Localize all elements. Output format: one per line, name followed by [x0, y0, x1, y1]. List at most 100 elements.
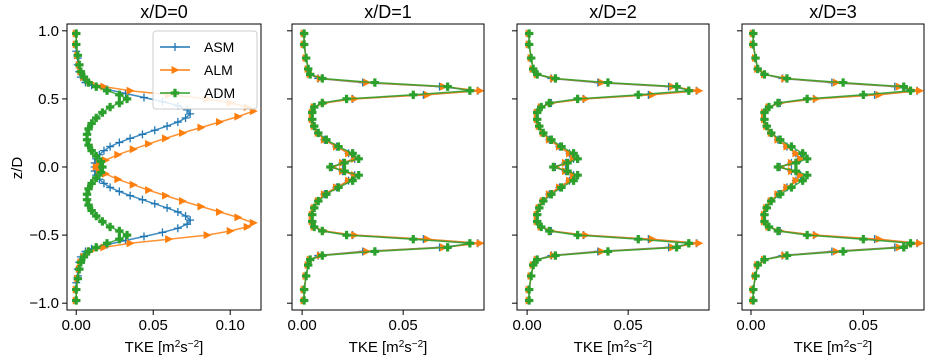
data-point-adm [906, 86, 915, 95]
data-point-adm [634, 234, 643, 244]
data-point-adm [465, 239, 475, 248]
data-point-adm [782, 251, 792, 260]
data-point-adm [314, 196, 323, 206]
data-point-adm [305, 255, 315, 264]
data-point-adm [684, 239, 693, 248]
data-point-adm [760, 115, 769, 124]
plot-frame [291, 23, 485, 311]
data-point-adm [551, 251, 560, 260]
x-tick-label: 0.05 [139, 317, 168, 334]
y-tick-label: −1.0 [29, 295, 59, 312]
data-point-alm [875, 90, 884, 99]
data-point-adm [348, 149, 357, 158]
legend-marker-adm [170, 88, 180, 98]
data-point-adm [672, 82, 681, 91]
data-point-adm [524, 296, 534, 305]
data-point-asm [99, 179, 108, 188]
data-point-alm [126, 86, 135, 95]
data-point-asm [139, 232, 148, 241]
data-point-alm [145, 139, 154, 148]
data-point-adm [751, 271, 760, 281]
data-point-alm [476, 86, 485, 95]
legend-label-asm: ASM [204, 39, 234, 55]
data-point-alm [648, 235, 657, 244]
data-point-asm [186, 216, 195, 225]
data-point-adm [314, 128, 323, 138]
data-point-adm [535, 203, 544, 213]
data-point-adm [115, 98, 124, 108]
data-point-asm [163, 203, 172, 212]
x-tick-label: 0.00 [513, 317, 542, 334]
panel-3: x/D=2 0.00 0.05 TKE [m2s−2] [512, 2, 710, 357]
data-point-adm [98, 162, 107, 172]
data-point-adm [557, 183, 566, 192]
data-point-adm [549, 162, 558, 172]
data-point-adm [569, 176, 578, 185]
data-point-alm [126, 239, 135, 248]
data-point-adm [838, 247, 848, 256]
data-point-adm [760, 210, 769, 219]
data-point-adm [92, 173, 101, 183]
data-point-adm [322, 190, 331, 199]
data-point-adm [303, 64, 313, 74]
y-tick-label: −0.5 [29, 227, 59, 244]
data-point-adm [775, 135, 785, 144]
data-point-adm [802, 230, 812, 240]
y-tick-label: 1.0 [38, 23, 59, 40]
data-point-adm [87, 206, 96, 215]
data-point-adm [603, 247, 613, 256]
data-point-adm [791, 166, 801, 176]
data-point-adm [115, 90, 124, 100]
data-point-adm [573, 94, 582, 104]
data-point-adm [535, 121, 544, 131]
data-point-asm [181, 212, 190, 221]
legend-marker-asm [171, 43, 179, 51]
data-point-asm [183, 220, 192, 229]
data-point-adm [322, 135, 331, 144]
data-point-adm [342, 94, 351, 104]
panel-title: x/D=3 [809, 2, 857, 22]
data-point-adm [84, 78, 93, 87]
plot-frame [741, 23, 925, 311]
data-point-adm [334, 142, 343, 151]
data-point-adm [305, 70, 315, 79]
data-point-adm [92, 151, 101, 161]
data-point-asm [173, 207, 182, 216]
data-point-adm [782, 74, 792, 83]
data-point-adm [798, 149, 807, 158]
x-axis-label: TKE [m2s−2] [349, 339, 428, 357]
data-point-adm [533, 255, 542, 264]
data-point-alm [234, 112, 243, 121]
x-tick-label: 0.05 [614, 317, 643, 334]
data-point-asm [106, 142, 115, 151]
data-point-adm [334, 183, 343, 192]
x-axis-label: TKE [m2s−2] [574, 339, 653, 357]
x-tick-label: 0.00 [736, 317, 765, 334]
data-point-adm [573, 230, 582, 240]
data-point-alm [249, 218, 258, 227]
data-point-asm [139, 93, 148, 102]
data-point-adm [102, 239, 112, 248]
data-point-adm [524, 285, 534, 294]
data-point-asm [181, 113, 190, 122]
y-axis-label: z/D [9, 157, 26, 180]
data-point-adm [533, 108, 542, 117]
data-point-adm [76, 258, 86, 267]
data-point-alm [916, 86, 925, 95]
data-point-adm [72, 285, 81, 294]
data-point-adm [98, 217, 107, 226]
data-point-adm [537, 222, 546, 232]
data-point-alm [423, 235, 432, 244]
data-point-alm [215, 207, 224, 216]
data-point-adm [773, 226, 783, 236]
data-point-asm [138, 130, 147, 139]
legend-label-adm: ADM [204, 85, 235, 101]
data-point-adm [73, 51, 82, 60]
data-point-adm [87, 146, 96, 155]
panel-title: x/D=1 [364, 2, 412, 22]
data-point-asm [163, 122, 172, 131]
data-point-asm [115, 138, 124, 147]
data-point-adm [115, 234, 124, 244]
data-point-adm [569, 149, 578, 158]
data-point-adm [308, 115, 317, 124]
